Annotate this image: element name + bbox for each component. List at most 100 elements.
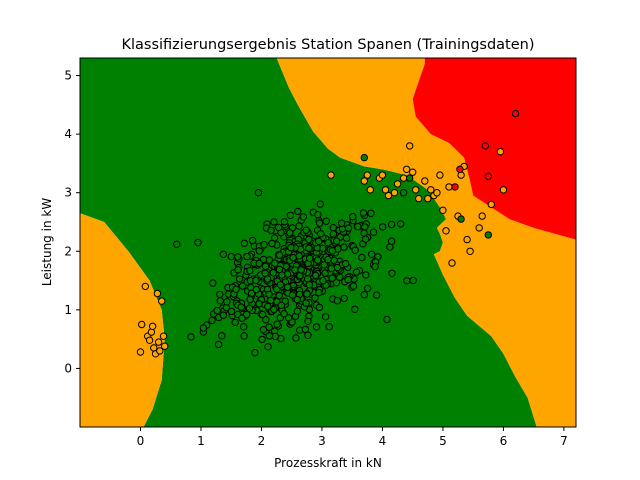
- green-data-point: [329, 224, 337, 232]
- green-data-point: [273, 320, 281, 328]
- green-data-point: [187, 333, 195, 341]
- orange-data-point: [141, 282, 150, 291]
- green-data-point: [340, 243, 348, 251]
- green-data-point: [337, 219, 346, 227]
- orange-data-point: [457, 171, 465, 179]
- green-data-point: [255, 247, 263, 255]
- x-tick-label: 3: [318, 434, 326, 448]
- green-data-point: [248, 236, 257, 245]
- green-data-point: [360, 291, 368, 299]
- green-data-point: [328, 274, 336, 282]
- green-data-point: [305, 244, 313, 252]
- decision-region-orange-1: [80, 213, 165, 427]
- plot-frame: [79, 57, 577, 428]
- green-data-point: [295, 252, 303, 260]
- green-data-point: [255, 300, 263, 308]
- orange-data-point: [378, 171, 387, 179]
- green-data-point: [325, 323, 333, 331]
- orange-data-point: [148, 322, 157, 330]
- green-data-point: [336, 273, 344, 281]
- x-axis-ticks: 0 1 2 3 4 5 6 7: [137, 427, 568, 448]
- x-tick-label: 4: [379, 434, 387, 448]
- green-data-point: [295, 222, 303, 230]
- green-data-point: [275, 265, 284, 274]
- green-data-point: [388, 269, 396, 277]
- green-data-point: [258, 335, 266, 344]
- green-data-point: [243, 310, 251, 319]
- green-data-point: [387, 237, 396, 245]
- green-data-point: [199, 324, 208, 332]
- orange-data-point: [436, 171, 444, 179]
- green-data-point: [277, 301, 285, 310]
- orange-data-point: [448, 259, 456, 267]
- red-data-point: [456, 165, 464, 174]
- red-data-point: [511, 109, 520, 118]
- green-data-point: [369, 228, 378, 236]
- green-data-point: [238, 282, 247, 290]
- data-points: [136, 109, 520, 358]
- green-data-point: [327, 264, 336, 273]
- green-data-point: [328, 247, 336, 255]
- green-data-point: [240, 332, 248, 340]
- green-data-point: [315, 219, 324, 227]
- green-data-point: [312, 323, 321, 331]
- orange-data-point: [433, 189, 441, 197]
- y-tick-label: 2: [64, 244, 72, 258]
- green-data-point: [315, 237, 323, 246]
- green-data-point: [294, 207, 302, 216]
- orange-data-point: [475, 224, 483, 232]
- green-data-point: [362, 271, 370, 279]
- orange-data-point: [499, 186, 508, 194]
- orange-data-point: [424, 194, 432, 203]
- orange-data-point: [427, 186, 435, 194]
- green-data-point: [214, 340, 223, 349]
- green-data-point: [258, 310, 267, 319]
- y-axis-ticks: 0 1 2 3 4 5: [64, 69, 80, 375]
- green-data-point: [302, 226, 310, 234]
- orange-data-point: [156, 347, 164, 355]
- green-data-point: [301, 325, 310, 334]
- green-data-point: [213, 306, 221, 315]
- green-data-point: [349, 282, 358, 290]
- green-data-point: [314, 211, 322, 219]
- green-data-point: [231, 318, 239, 327]
- green-data-point: [368, 250, 376, 259]
- green-data-point: [321, 269, 329, 277]
- orange-data-point: [421, 177, 429, 185]
- orange-data-point: [363, 171, 371, 179]
- green-data-point: [240, 239, 249, 248]
- x-tick-label: 2: [258, 434, 266, 448]
- orange-data-point: [445, 183, 453, 191]
- orange-data-point: [406, 142, 414, 150]
- green-data-point: [232, 285, 240, 293]
- green-data-point: [299, 213, 307, 221]
- orange-data-point: [360, 177, 368, 185]
- x-axis-label: Prozesskraft in kN: [274, 456, 382, 470]
- green-data-point: [293, 295, 301, 304]
- orange-data-point: [409, 168, 417, 176]
- green-data-point: [303, 290, 311, 298]
- y-tick-label: 1: [64, 303, 72, 317]
- green-data-point: [312, 271, 320, 279]
- green-data-point: [234, 266, 242, 274]
- chart-title: Klassifizierungsergebnis Station Spanen …: [121, 37, 534, 53]
- red-data-point: [451, 183, 459, 191]
- orange-data-point: [466, 247, 474, 256]
- decision-region-red-3: [412, 58, 576, 240]
- green-data-point: [360, 229, 368, 237]
- green-data-point: [267, 226, 275, 235]
- green-data-point: [352, 268, 361, 276]
- green-data-point: [264, 343, 272, 351]
- orange-data-point: [415, 194, 423, 203]
- orange-data-point: [412, 186, 420, 194]
- y-tick-label: 5: [64, 69, 72, 83]
- orange-data-point: [327, 171, 335, 179]
- green-data-point: [234, 253, 242, 261]
- green-data-point: [302, 299, 310, 307]
- green-data-point: [349, 213, 357, 221]
- orange-data-point: [393, 180, 402, 188]
- green-data-point: [292, 334, 300, 342]
- x-tick-label: 7: [560, 434, 568, 448]
- green-data-point: [324, 239, 332, 247]
- green-data-point: [268, 239, 276, 248]
